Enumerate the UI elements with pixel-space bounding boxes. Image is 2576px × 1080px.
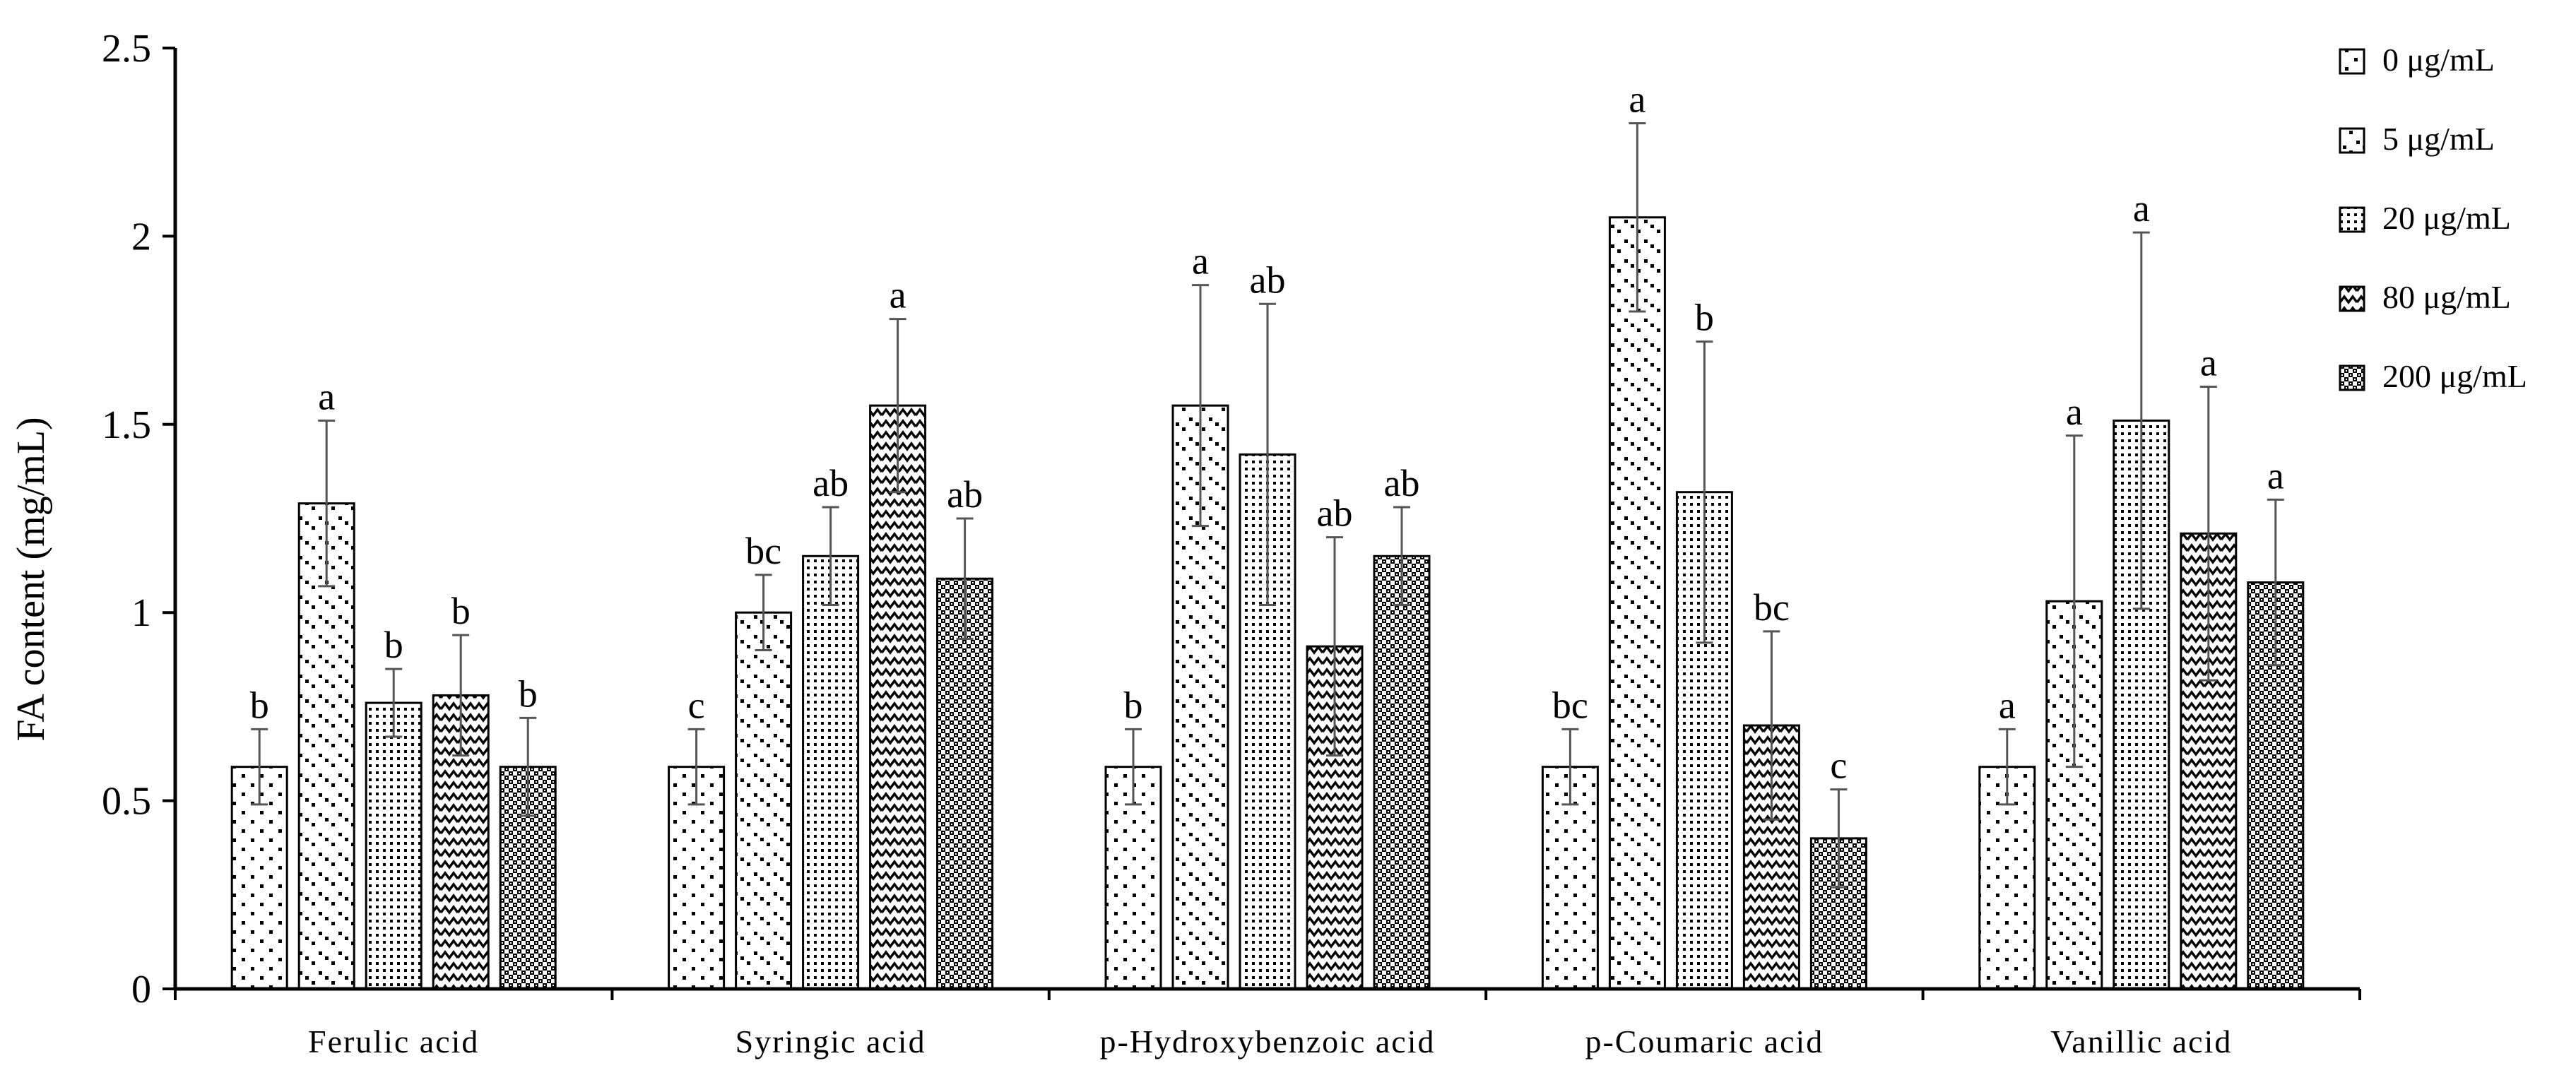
legend-swatch (2339, 285, 2365, 312)
significance-letter: c (1830, 744, 1847, 787)
significance-letter: a (1629, 78, 1646, 121)
significance-letter: a (1999, 684, 2016, 726)
significance-letter: a (890, 274, 906, 316)
legend-label: 200 μg/mL (2382, 358, 2527, 394)
significance-letter: bc (1552, 684, 1588, 726)
significance-letter: ab (1250, 259, 1286, 301)
significance-letter: a (1192, 240, 1209, 283)
significance-letter: b (519, 672, 538, 715)
significance-letter: ab (813, 462, 849, 504)
x-tick-label: p-Coumaric acid (1585, 1023, 1824, 1060)
y-tick-label: 1.5 (102, 403, 151, 447)
legend-label: 5 μg/mL (2382, 121, 2495, 157)
y-tick-label: 2 (131, 215, 151, 259)
significance-letter: a (2133, 187, 2150, 230)
legend-label: 80 μg/mL (2382, 279, 2511, 315)
legend-label: 0 μg/mL (2382, 42, 2495, 78)
significance-letter: b (250, 684, 269, 726)
y-tick-label: 2.5 (102, 27, 151, 71)
legend-label: 20 μg/mL (2382, 200, 2511, 236)
legend-swatch (2339, 364, 2365, 391)
legend-swatch (2339, 48, 2365, 75)
bar (869, 404, 927, 990)
legend-swatch (2339, 206, 2365, 233)
bar (1608, 216, 1666, 990)
bar (802, 554, 860, 990)
significance-letter: b (1124, 684, 1143, 726)
x-tick-label: Vanillic acid (2050, 1023, 2232, 1060)
x-tick-label: Ferulic acid (308, 1023, 479, 1060)
significance-letter: bc (745, 530, 781, 572)
x-tick-label: p-Hydroxybenzoic acid (1099, 1023, 1435, 1060)
significance-letter: ab (947, 473, 983, 516)
y-tick-label: 0 (131, 968, 151, 1011)
bar (1373, 554, 1431, 990)
significance-letter: a (2066, 391, 2083, 433)
significance-letter: c (688, 684, 705, 726)
legend: 0 μg/mL 5 μg/mL 20 μg/mL 80 μg/mL 200 μg/mL (2339, 42, 2527, 394)
y-axis-label: FA content (mg/mL) (9, 417, 53, 741)
significance-letter: b (451, 590, 471, 632)
bar (365, 701, 423, 990)
y-tick-label: 1 (131, 591, 151, 635)
significance-letter: a (2267, 454, 2284, 497)
bar (936, 577, 994, 990)
significance-letter: b (384, 624, 403, 666)
significance-letter: ab (1384, 462, 1420, 504)
significance-letter: ab (1317, 492, 1353, 535)
significance-letter: a (2200, 342, 2217, 384)
significance-letter: b (1695, 297, 1714, 339)
bar (735, 611, 793, 990)
x-tick-label: Syringic acid (735, 1023, 926, 1060)
legend-swatch (2339, 127, 2365, 154)
significance-letter: a (318, 375, 335, 417)
significance-letter: bc (1754, 586, 1790, 629)
y-tick-label: 0.5 (102, 780, 151, 824)
